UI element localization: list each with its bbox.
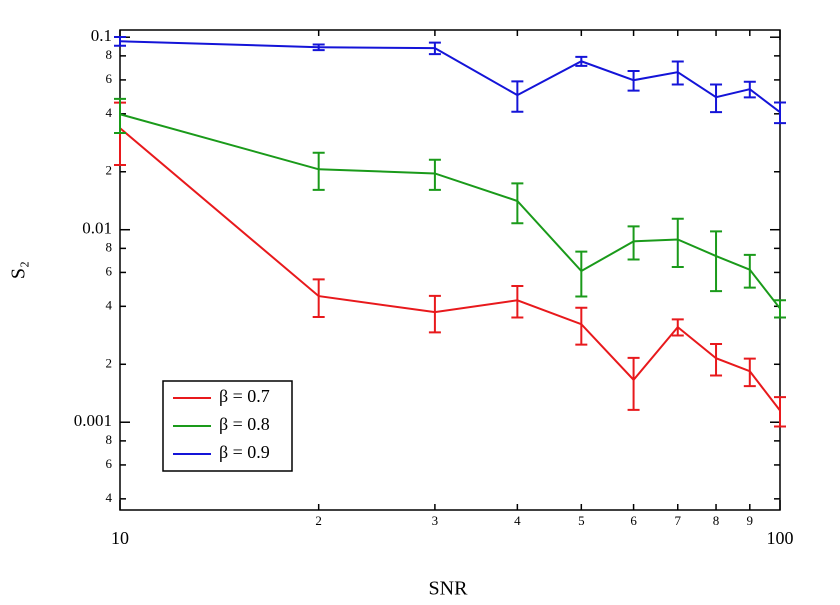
error-bar [671, 60, 684, 86]
x-tick-label: 4 [514, 513, 521, 528]
y-tick-label: 6 [106, 456, 113, 471]
error-bar [575, 306, 588, 346]
error-bar [312, 43, 325, 52]
y-axis-label: S₂ [8, 261, 30, 279]
error-bar [511, 182, 524, 225]
error-bar [511, 80, 524, 113]
error-bar [114, 97, 126, 134]
x-tick-label: 3 [432, 513, 439, 528]
error-bar [312, 151, 325, 191]
x-tick-label: 7 [675, 513, 682, 528]
legend-label: β = 0.7 [219, 386, 270, 406]
y-tick-label: 6 [106, 263, 113, 278]
y-tick-label: 0.001 [74, 411, 112, 430]
error-bar [312, 278, 325, 319]
error-bar [710, 230, 723, 293]
series-line [119, 127, 781, 412]
error-bar [627, 356, 640, 411]
error-bar [710, 342, 723, 377]
y-tick-label: 8 [106, 239, 113, 254]
y-tick-label: 8 [106, 432, 113, 447]
legend-label: β = 0.9 [219, 442, 270, 462]
x-tick-label: 100 [767, 528, 794, 548]
error-bar [710, 83, 723, 114]
error-bar [671, 217, 684, 269]
y-tick-label: 2 [106, 163, 113, 178]
error-bar [671, 318, 684, 337]
error-bar [627, 69, 640, 92]
y-tick-label: 0.01 [82, 219, 112, 238]
error-bar [774, 396, 786, 428]
error-bar [774, 299, 786, 319]
error-bar [743, 80, 756, 99]
y-tick-label: 0.1 [91, 26, 112, 45]
error-bar [575, 55, 588, 67]
y-tick-label: 2 [106, 355, 113, 370]
error-bar [511, 285, 524, 319]
error-bar [428, 41, 441, 56]
series-line [119, 40, 781, 113]
error-bar [743, 253, 756, 289]
error-bar [575, 250, 588, 298]
plot-frame [119, 29, 781, 511]
error-bar [774, 101, 786, 125]
error-bar [428, 158, 441, 191]
series-line [119, 113, 781, 310]
x-axis-label: SNR [429, 578, 469, 600]
y-tick-label: 4 [106, 105, 113, 120]
x-tick-label: 2 [315, 513, 322, 528]
x-tick-label: 8 [713, 513, 720, 528]
error-bar [428, 294, 441, 334]
error-bar [743, 357, 756, 388]
error-bar [627, 225, 640, 261]
y-tick-label: 4 [106, 297, 113, 312]
error-bar [114, 35, 126, 47]
y-tick-label: 8 [106, 47, 113, 62]
y-tick-label: 6 [106, 71, 113, 86]
x-tick-label: 9 [747, 513, 754, 528]
legend-label: β = 0.8 [219, 414, 270, 434]
y-tick-label: 4 [106, 490, 113, 505]
x-tick-label: 10 [111, 528, 129, 548]
x-tick-label: 5 [578, 513, 585, 528]
x-tick-label: 6 [630, 513, 637, 528]
